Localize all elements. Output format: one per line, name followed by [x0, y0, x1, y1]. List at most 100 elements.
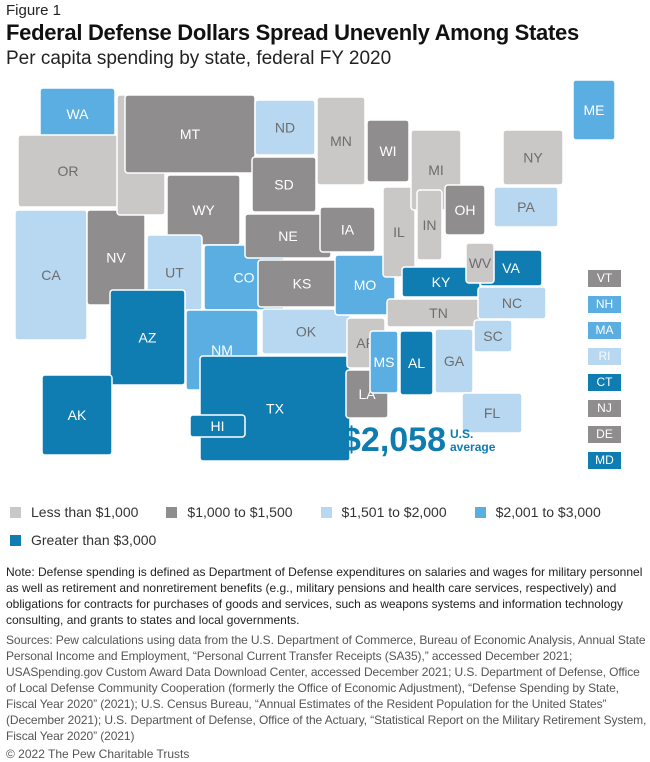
- state-label: NE: [278, 228, 297, 244]
- state-label: WA: [66, 106, 89, 122]
- state-shape: [369, 330, 399, 394]
- state-label: MT: [180, 126, 201, 142]
- small-state-nh: NH: [588, 296, 621, 313]
- state-ia: IA: [319, 206, 376, 253]
- state-label: CO: [234, 270, 255, 286]
- state-label: VA: [502, 260, 520, 276]
- state-mt: MT: [124, 94, 256, 174]
- state-ca: CA: [14, 209, 88, 341]
- legend-swatch: [474, 506, 486, 518]
- state-shape: [109, 289, 186, 386]
- state-shape: [399, 330, 434, 396]
- legend-swatch: [166, 506, 178, 518]
- state-label: KS: [293, 276, 312, 292]
- state-label: TN: [429, 305, 448, 321]
- state-nd: ND: [254, 99, 316, 156]
- us-average-callout: $2,058 U.S. average: [342, 423, 495, 457]
- state-label: HI: [211, 418, 225, 434]
- state-label: IL: [393, 224, 405, 240]
- state-shape: [166, 174, 241, 246]
- state-label: OR: [58, 163, 79, 179]
- state-label: WY: [192, 202, 215, 218]
- small-state-ma: MA: [588, 322, 621, 339]
- state-label: IN: [423, 217, 437, 233]
- small-state-de: DE: [588, 426, 621, 443]
- state-shape: [572, 79, 616, 141]
- state-label: OH: [455, 202, 476, 218]
- state-shape: [334, 254, 396, 316]
- state-shape: [366, 119, 410, 183]
- state-label: NM: [211, 342, 233, 358]
- state-label: TX: [266, 401, 285, 417]
- state-label: NY: [523, 150, 543, 166]
- state-shape: [444, 184, 486, 236]
- state-sd: SD: [251, 156, 317, 213]
- state-label: WI: [379, 143, 396, 159]
- state-il: IL: [382, 186, 416, 278]
- state-ga: GA: [434, 328, 474, 394]
- legend-swatch: [10, 506, 21, 518]
- legend-label: Less than $1,000: [31, 504, 139, 520]
- state-shape: [254, 99, 316, 156]
- us-average-value: $2,058: [342, 421, 446, 459]
- legend-label: $2,001 to $3,000: [495, 504, 601, 520]
- state-label: MI: [428, 162, 444, 178]
- small-state-md: MD: [588, 452, 621, 469]
- state-al: AL: [399, 330, 434, 396]
- copyright: © 2022 The Pew Charitable Trusts: [6, 747, 190, 761]
- state-mo: MO: [334, 254, 396, 316]
- state-fl: FL: [461, 392, 523, 434]
- us-average-label-2: average: [450, 440, 496, 454]
- state-me: ME: [572, 79, 616, 141]
- state-label: OK: [296, 324, 317, 340]
- figure-label: Figure 1: [6, 2, 62, 19]
- state-ms: MS: [369, 330, 399, 394]
- legend-item: $1,000 to $1,500: [166, 498, 293, 526]
- state-label: AL: [408, 355, 425, 371]
- state-label: AK: [68, 407, 87, 423]
- state-ak: AK: [41, 374, 113, 456]
- state-label: SC: [483, 328, 502, 344]
- chart-title: Federal Defense Dollars Spread Unevenly …: [6, 20, 579, 45]
- state-shape: [434, 328, 474, 394]
- state-shape: [477, 286, 547, 320]
- state-label: IA: [341, 222, 355, 238]
- state-wa: WA: [39, 87, 116, 141]
- state-label: NV: [106, 250, 126, 266]
- state-shape: [319, 206, 376, 253]
- state-shape: [493, 186, 559, 228]
- state-label: ME: [584, 102, 605, 118]
- chart-subtitle: Per capita spending by state, federal FY…: [6, 48, 392, 69]
- state-label: KY: [432, 274, 451, 290]
- state-nc: NC: [477, 286, 547, 320]
- state-label: GA: [444, 353, 465, 369]
- state-shape: [41, 374, 113, 456]
- state-label: PA: [517, 199, 535, 215]
- state-label: UT: [165, 265, 184, 281]
- state-wy: WY: [166, 174, 241, 246]
- us-average-label-1: U.S.: [450, 427, 474, 441]
- state-ny: NY: [502, 129, 564, 186]
- state-shape: [251, 156, 317, 213]
- state-shape: [461, 392, 523, 434]
- state-az: AZ: [109, 289, 186, 386]
- state-shape: [416, 189, 443, 261]
- state-mn: MN: [316, 96, 366, 186]
- legend-swatch: [320, 506, 332, 518]
- state-hi: HI: [189, 414, 246, 438]
- legend-label: $1,501 to $2,000: [341, 504, 447, 520]
- state-in: IN: [416, 189, 443, 261]
- state-wi: WI: [366, 119, 410, 183]
- sources-text: Sources: Pew calculations using data fro…: [6, 633, 647, 743]
- state-oh: OH: [444, 184, 486, 236]
- state-label: SD: [274, 177, 293, 193]
- legend: Less than $1,000 $1,000 to $1,500 $1,501 t…: [10, 498, 640, 554]
- state-label: ND: [275, 120, 295, 136]
- state-ky: KY: [401, 266, 481, 298]
- legend-label: $1,000 to $1,500: [187, 504, 293, 520]
- state-ne: NE: [244, 213, 332, 259]
- state-label: MO: [354, 277, 377, 293]
- small-state-ri: RI: [588, 348, 621, 365]
- small-state-ct: CT: [588, 374, 621, 391]
